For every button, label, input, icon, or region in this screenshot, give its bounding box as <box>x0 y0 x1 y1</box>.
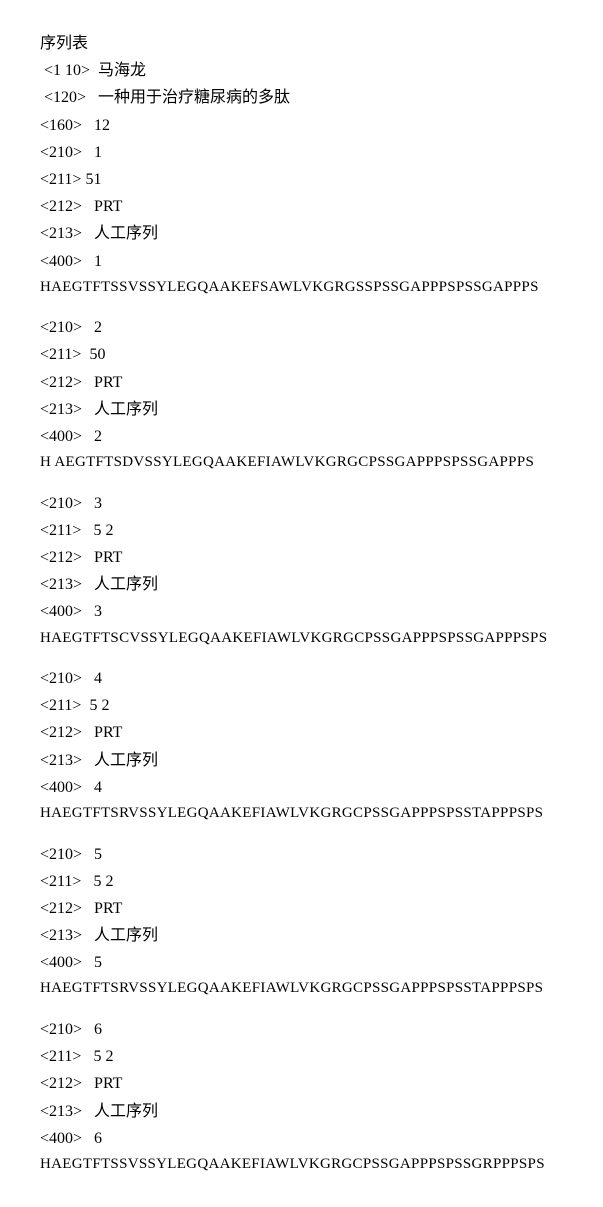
sequence-text: HAEGTFTSSVSSYLEGQAAKEFSAWLVKGRGSSPSSGAPP… <box>40 275 573 301</box>
tag-210: <210> 1 <box>40 139 573 166</box>
tag-160: <160> <box>40 117 82 134</box>
sequence-entry: <210> 6<211> 5 2<212> PRT<213> 人工序列<400>… <box>40 1016 573 1177</box>
tag-400: <400> 1 <box>40 248 573 275</box>
tag-212: <212> PRT <box>40 895 573 922</box>
tag-400: <400> 5 <box>40 949 573 976</box>
tag-210: <210> 4 <box>40 665 573 692</box>
tag-213: <213> 人工序列 <box>40 747 573 774</box>
tag-210: <210> 3 <box>40 490 573 517</box>
tag-212: <212> PRT <box>40 544 573 571</box>
tag-213: <213> 人工序列 <box>40 396 573 423</box>
header-120: <120> 一种用于治疗糖尿病的多肽 <box>40 84 573 111</box>
tag-210: <210> 5 <box>40 841 573 868</box>
tag-212: <212> PRT <box>40 1070 573 1097</box>
tag-120: <120> <box>44 89 86 106</box>
tag-212: <212> PRT <box>40 369 573 396</box>
tag-211: <211> 5 2 <box>40 1043 573 1070</box>
tag-211: <211> 51 <box>40 166 573 193</box>
sequence-text: HAEGTFTSCVSSYLEGQAAKEFIAWLVKGRGCPSSGAPPP… <box>40 626 573 652</box>
sequence-text: HAEGTFTSRVSSYLEGQAAKEFIAWLVKGRGCPSSGAPPP… <box>40 976 573 1002</box>
tag-212: <212> PRT <box>40 193 573 220</box>
header-160: <160> 12 <box>40 112 573 139</box>
tag-211: <211> 5 2 <box>40 868 573 895</box>
sequence-text: H AEGTFTSDVSSYLEGQAAKEFIAWLVKGRGCPSSGAPP… <box>40 450 573 476</box>
tag-400: <400> 3 <box>40 598 573 625</box>
val-110: 马海龙 <box>98 62 146 79</box>
val-120: 一种用于治疗糖尿病的多肽 <box>98 89 290 106</box>
spacer <box>40 1002 573 1016</box>
sequence-entry: <210> 1<211> 51<212> PRT<213> 人工序列<400> … <box>40 139 573 300</box>
tag-211: <211> 5 2 <box>40 517 573 544</box>
header-110: <1 10> 马海龙 <box>40 57 573 84</box>
tag-400: <400> 6 <box>40 1125 573 1152</box>
tag-213: <213> 人工序列 <box>40 571 573 598</box>
spacer <box>40 827 573 841</box>
sequence-entry: <210> 5<211> 5 2<212> PRT<213> 人工序列<400>… <box>40 841 573 1002</box>
sequence-entry: <210> 4<211> 5 2<212> PRT<213> 人工序列<400>… <box>40 665 573 826</box>
sequence-entry: <210> 2<211> 50<212> PRT<213> 人工序列<400> … <box>40 314 573 475</box>
sequence-text: HAEGTFTSSVSSYLEGQAAKEFIAWLVKGRGCPSSGAPPP… <box>40 1152 573 1178</box>
tag-213: <213> 人工序列 <box>40 220 573 247</box>
tag-211: <211> 50 <box>40 341 573 368</box>
tag-212: <212> PRT <box>40 719 573 746</box>
val-160: 12 <box>94 117 110 134</box>
spacer <box>40 476 573 490</box>
tag-110: <1 10> <box>44 62 90 79</box>
title: 序列表 <box>40 30 573 57</box>
tag-213: <213> 人工序列 <box>40 1098 573 1125</box>
sequence-entry: <210> 3<211> 5 2<212> PRT<213> 人工序列<400>… <box>40 490 573 651</box>
tag-210: <210> 2 <box>40 314 573 341</box>
sequence-text: HAEGTFTSRVSSYLEGQAAKEFIAWLVKGRGCPSSGAPPP… <box>40 801 573 827</box>
tag-210: <210> 6 <box>40 1016 573 1043</box>
spacer <box>40 651 573 665</box>
tag-213: <213> 人工序列 <box>40 922 573 949</box>
tag-211: <211> 5 2 <box>40 692 573 719</box>
tag-400: <400> 2 <box>40 423 573 450</box>
spacer <box>40 300 573 314</box>
tag-400: <400> 4 <box>40 774 573 801</box>
